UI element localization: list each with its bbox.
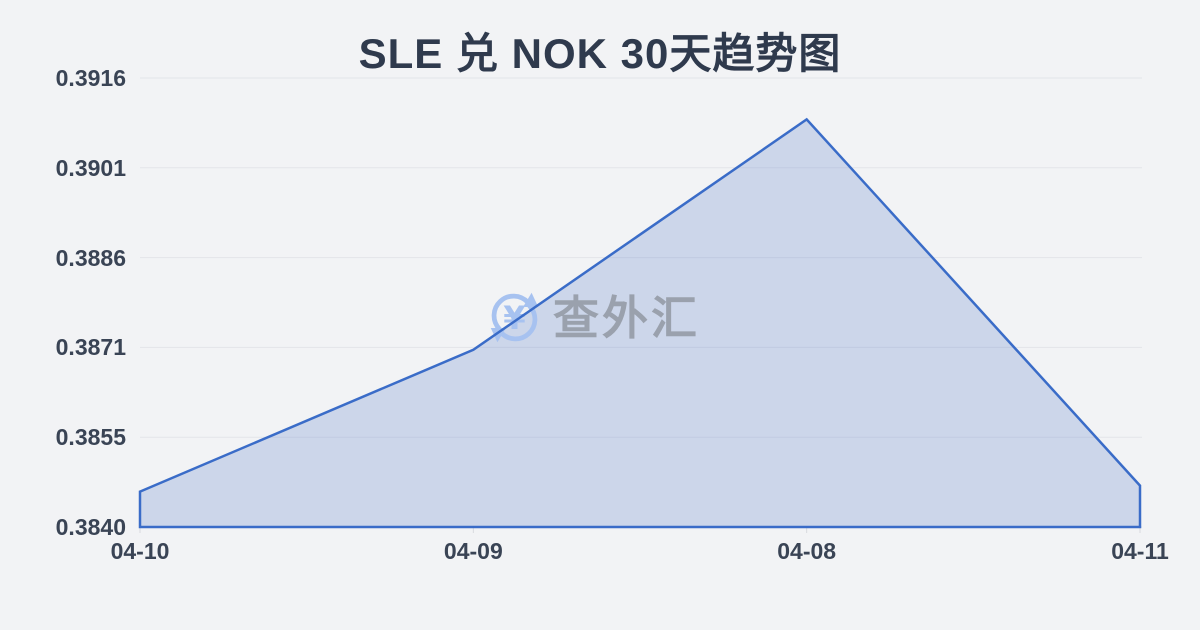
x-axis-label: 04-09 <box>443 538 503 564</box>
watermark-text: 查外汇 <box>553 291 700 344</box>
y-axis-label: 0.3916 <box>55 65 126 91</box>
y-axis-label: 0.3855 <box>55 424 126 451</box>
watermark: ¥ 查外汇 <box>486 289 700 346</box>
x-axis-label: 04-08 <box>777 538 837 564</box>
y-axis-label: 0.3901 <box>55 154 126 181</box>
x-axis-label: 04-10 <box>110 538 170 564</box>
x-axis-label: 04-11 <box>1111 538 1169 564</box>
y-axis-label: 0.3886 <box>55 244 126 271</box>
chart-title: SLE 兑 NOK 30天趋势图 <box>358 30 842 77</box>
currency-exchange-circular-arrows-icon: ¥ <box>490 292 539 343</box>
y-axis-label: 0.3871 <box>55 334 126 361</box>
y-axis-label: 0.3840 <box>55 514 126 540</box>
svg-text:¥: ¥ <box>503 299 526 337</box>
